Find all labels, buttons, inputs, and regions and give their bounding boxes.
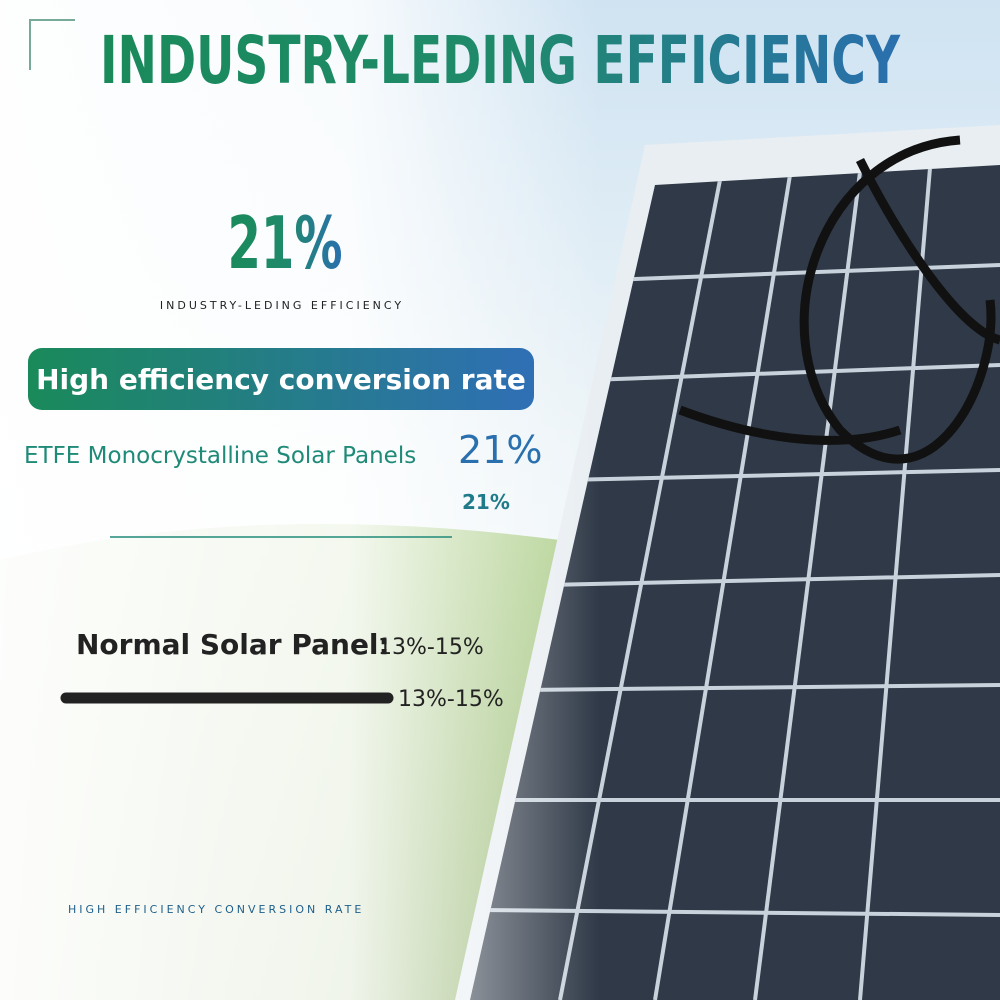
comparison-label: ETFE Monocrystalline Solar Panels [24, 443, 416, 469]
comparison-value: 13%-15% [378, 635, 484, 660]
highlight-caption: INDUSTRY-LEDING EFFICIENCY [160, 299, 404, 312]
corner-decoration [29, 19, 75, 70]
highlight-value: 21% [228, 201, 343, 285]
bar-label: 13%-15% [398, 687, 504, 712]
bar-label: 21% [462, 490, 510, 514]
badge [28, 348, 534, 410]
footer-text: HIGH EFFICIENCY CONVERSION RATE [68, 903, 364, 916]
badge-text: High efficiency conversion rate [36, 363, 526, 396]
title: INDUSTRY-LEDING EFFICIENCY [100, 22, 901, 99]
comparison-label: Normal Solar Panel: [76, 628, 390, 661]
comparison-value: 21% [458, 428, 542, 472]
